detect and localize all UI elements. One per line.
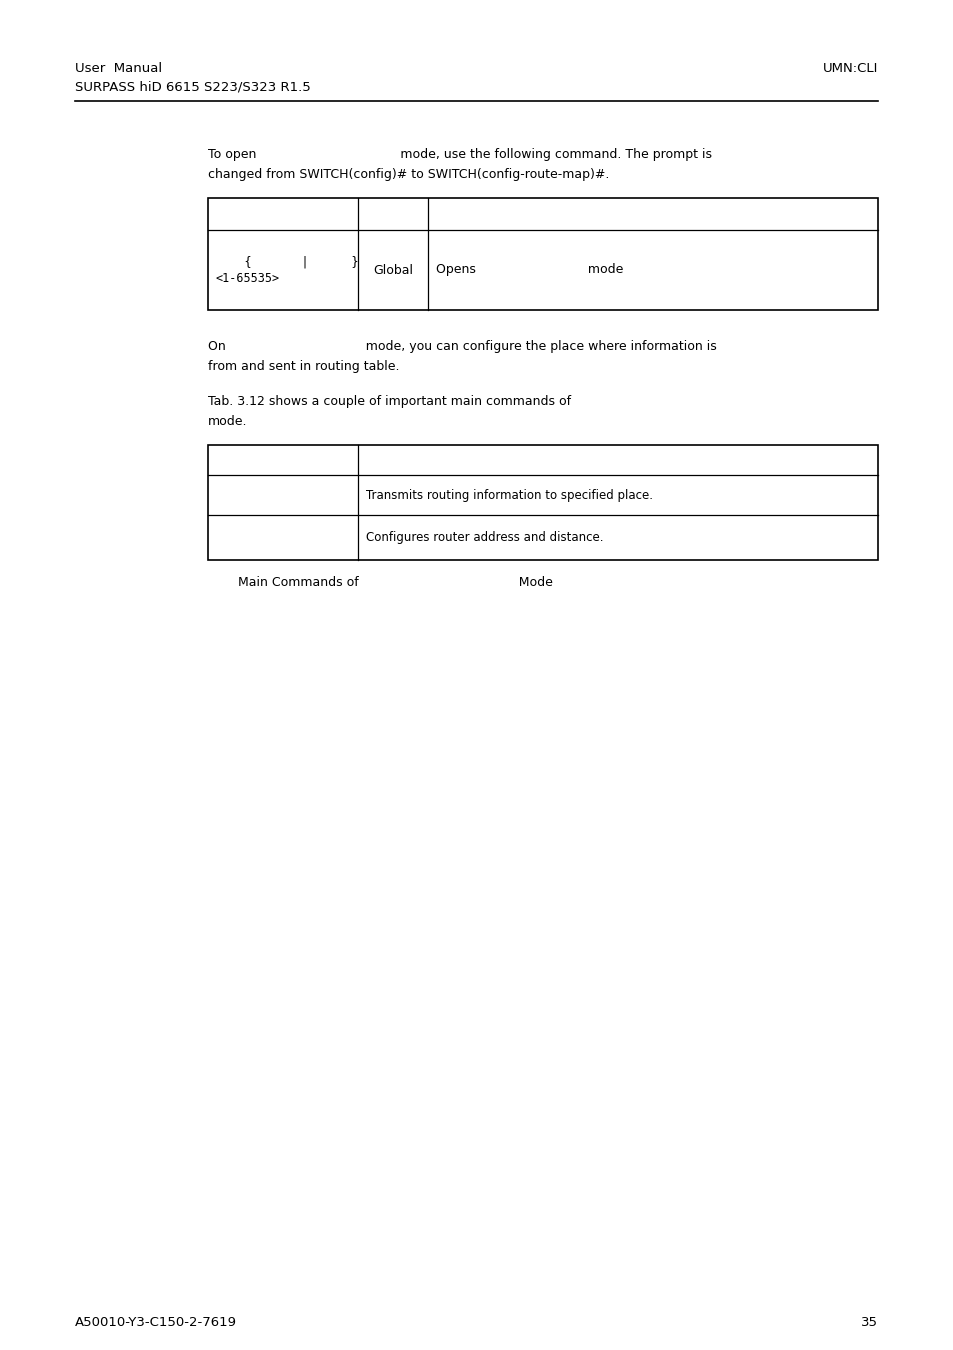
Text: Configures router address and distance.: Configures router address and distance. <box>366 531 603 544</box>
Text: Global: Global <box>373 263 413 277</box>
Text: {       |      }: { | } <box>215 255 358 269</box>
Text: A50010-Y3-C150-2-7619: A50010-Y3-C150-2-7619 <box>75 1316 236 1328</box>
Text: User  Manual: User Manual <box>75 62 162 76</box>
Bar <box>208 198 877 310</box>
Text: On                                   mode, you can configure the place where inf: On mode, you can configure the place whe… <box>208 340 716 352</box>
Text: Tab. 3.12 shows a couple of important main commands of: Tab. 3.12 shows a couple of important ma… <box>208 396 571 408</box>
Text: 35: 35 <box>861 1316 877 1328</box>
Text: To open                                    mode, use the following command. The : To open mode, use the following command.… <box>208 148 711 161</box>
Text: <1-65535>: <1-65535> <box>215 271 280 285</box>
Text: mode.: mode. <box>208 414 247 428</box>
Bar <box>208 446 877 560</box>
Text: Opens                            mode: Opens mode <box>436 263 622 277</box>
Text: from and sent in routing table.: from and sent in routing table. <box>208 360 399 373</box>
Text: Transmits routing information to specified place.: Transmits routing information to specifi… <box>366 489 652 501</box>
Text: Main Commands of                                        Mode: Main Commands of Mode <box>237 576 553 589</box>
Text: SURPASS hiD 6615 S223/S323 R1.5: SURPASS hiD 6615 S223/S323 R1.5 <box>75 80 311 93</box>
Text: changed from SWITCH(config)# to SWITCH(config-route-map)#.: changed from SWITCH(config)# to SWITCH(c… <box>208 167 609 181</box>
Text: UMN:CLI: UMN:CLI <box>821 62 877 76</box>
